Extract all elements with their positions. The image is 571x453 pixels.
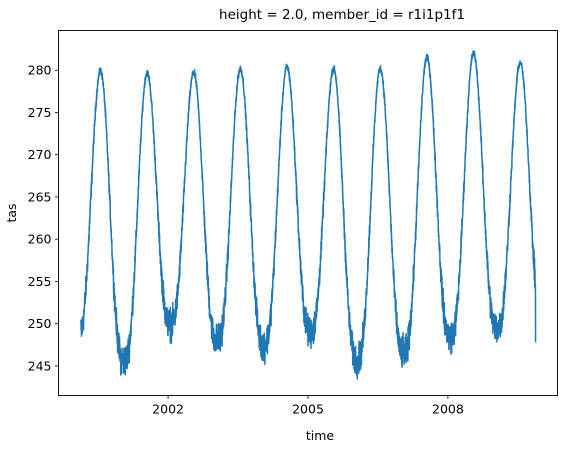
series-line-tas: [80, 50, 537, 380]
x-tick-label: 2005: [292, 402, 324, 417]
chart-title: height = 2.0, member_id = r1i1p1f1: [219, 7, 465, 23]
y-tick-label: 260: [28, 232, 52, 247]
y-axis-label: tas: [4, 203, 19, 222]
y-tick-label: 270: [28, 147, 52, 162]
y-tick-label: 255: [28, 274, 52, 289]
y-axis: 245 250 255 260 265 270 275 280: [28, 63, 59, 373]
x-tick-label: 2002: [152, 402, 184, 417]
x-tick-label: 2008: [432, 402, 464, 417]
x-axis-label: time: [306, 428, 335, 443]
y-tick-label: 250: [28, 316, 52, 331]
x-axis: 2002 2005 2008: [152, 395, 464, 417]
y-tick-label: 245: [28, 358, 52, 373]
y-tick-label: 265: [28, 189, 52, 204]
y-tick-label: 280: [28, 63, 52, 78]
y-tick-label: 275: [28, 105, 52, 120]
